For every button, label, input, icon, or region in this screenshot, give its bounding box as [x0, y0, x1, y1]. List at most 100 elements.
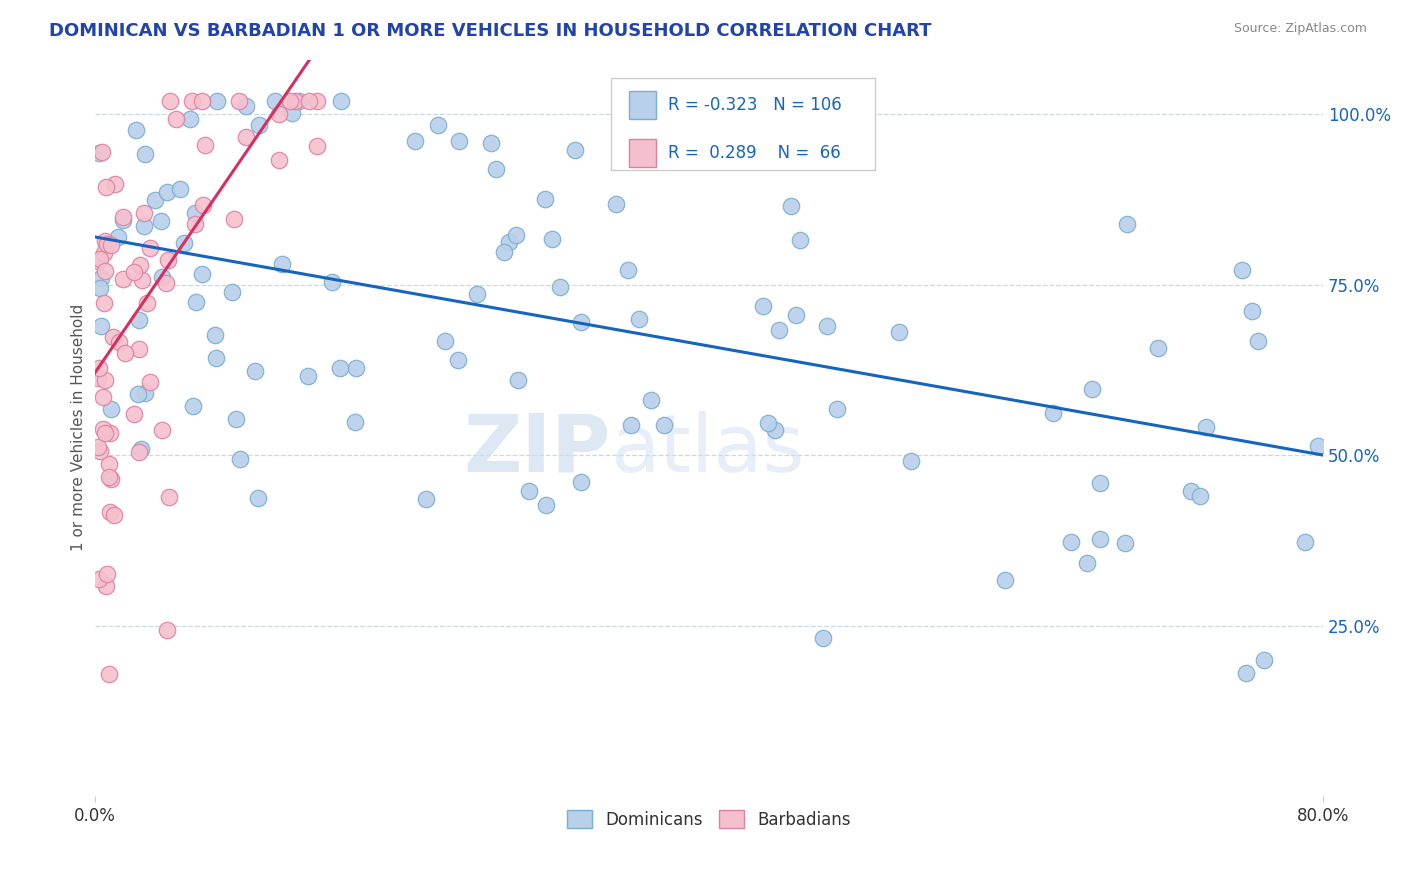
FancyBboxPatch shape: [610, 78, 875, 170]
Point: [1230, 263, 1253, 277]
Point: [204, 328, 226, 343]
Point: [305, 94, 328, 108]
Point: [247, 119, 270, 133]
Point: [281, 106, 304, 120]
Point: [128, 313, 150, 327]
Text: R =  0.289    N =  66: R = 0.289 N = 66: [668, 145, 841, 162]
Point: [157, 490, 180, 504]
Point: [329, 360, 352, 375]
Point: [900, 453, 922, 467]
Point: [90, 271, 112, 285]
Point: [235, 98, 257, 112]
Point: [235, 129, 257, 144]
Point: [756, 417, 779, 431]
Point: [548, 280, 571, 294]
Point: [134, 147, 156, 161]
Text: atlas: atlas: [610, 411, 806, 489]
Point: [86, 371, 108, 385]
Point: [135, 296, 157, 310]
Point: [807, 128, 830, 142]
Point: [505, 228, 527, 243]
Point: [780, 199, 803, 213]
Text: DOMINICAN VS BARBADIAN 1 OR MORE VEHICLES IN HOUSEHOLD CORRELATION CHART: DOMINICAN VS BARBADIAN 1 OR MORE VEHICLE…: [49, 22, 932, 40]
Point: [617, 262, 640, 277]
Point: [1180, 483, 1202, 498]
Point: [138, 375, 160, 389]
Point: [298, 94, 321, 108]
Point: [100, 472, 122, 486]
Point: [150, 214, 173, 228]
Point: [447, 134, 470, 148]
Point: [1081, 382, 1104, 396]
Point: [1234, 666, 1257, 681]
Point: [640, 392, 662, 407]
Point: [183, 218, 205, 232]
Point: [1294, 534, 1316, 549]
Point: [344, 360, 367, 375]
Point: [228, 94, 250, 108]
Point: [447, 353, 470, 368]
Point: [605, 196, 627, 211]
Point: [811, 632, 834, 646]
Point: [93, 422, 115, 436]
Point: [127, 386, 149, 401]
Point: [93, 246, 115, 260]
Point: [479, 136, 502, 150]
Point: [264, 94, 287, 108]
Point: [94, 264, 117, 278]
Point: [1114, 536, 1136, 550]
Point: [343, 415, 366, 429]
Point: [193, 198, 215, 212]
Point: [129, 258, 152, 272]
Point: [297, 368, 319, 383]
Point: [506, 373, 529, 387]
Point: [404, 134, 426, 148]
Legend: Dominicans, Barbadians: Dominicans, Barbadians: [560, 804, 858, 836]
Point: [183, 206, 205, 220]
Point: [96, 180, 118, 194]
Point: [269, 153, 291, 168]
Point: [427, 119, 450, 133]
Point: [128, 342, 150, 356]
Point: [89, 444, 111, 458]
Point: [569, 475, 592, 490]
Point: [131, 273, 153, 287]
Point: [1306, 439, 1329, 453]
Point: [93, 296, 115, 310]
Point: [132, 219, 155, 233]
Point: [221, 285, 243, 299]
Point: [179, 112, 201, 126]
Point: [156, 253, 179, 268]
Text: Source: ZipAtlas.com: Source: ZipAtlas.com: [1233, 22, 1367, 36]
Point: [246, 491, 269, 506]
Point: [89, 281, 111, 295]
Point: [269, 107, 291, 121]
Point: [86, 440, 108, 454]
Point: [104, 177, 127, 191]
Point: [96, 566, 118, 581]
Point: [763, 424, 786, 438]
Point: [150, 270, 173, 285]
Point: [222, 211, 245, 226]
Point: [98, 666, 121, 681]
Y-axis label: 1 or more Vehicles in Household: 1 or more Vehicles in Household: [72, 304, 86, 551]
Point: [173, 236, 195, 251]
Point: [519, 484, 541, 499]
Point: [112, 212, 135, 227]
Point: [1146, 341, 1168, 355]
Point: [107, 229, 129, 244]
Point: [321, 276, 343, 290]
Point: [1042, 406, 1064, 420]
Point: [533, 193, 555, 207]
Point: [100, 238, 122, 252]
Point: [191, 94, 214, 108]
Point: [89, 252, 111, 267]
Point: [243, 364, 266, 378]
Point: [91, 390, 114, 404]
Point: [87, 572, 110, 586]
Point: [139, 241, 162, 255]
Point: [87, 254, 110, 268]
Point: [205, 94, 228, 108]
Point: [114, 345, 136, 359]
Point: [122, 265, 145, 279]
